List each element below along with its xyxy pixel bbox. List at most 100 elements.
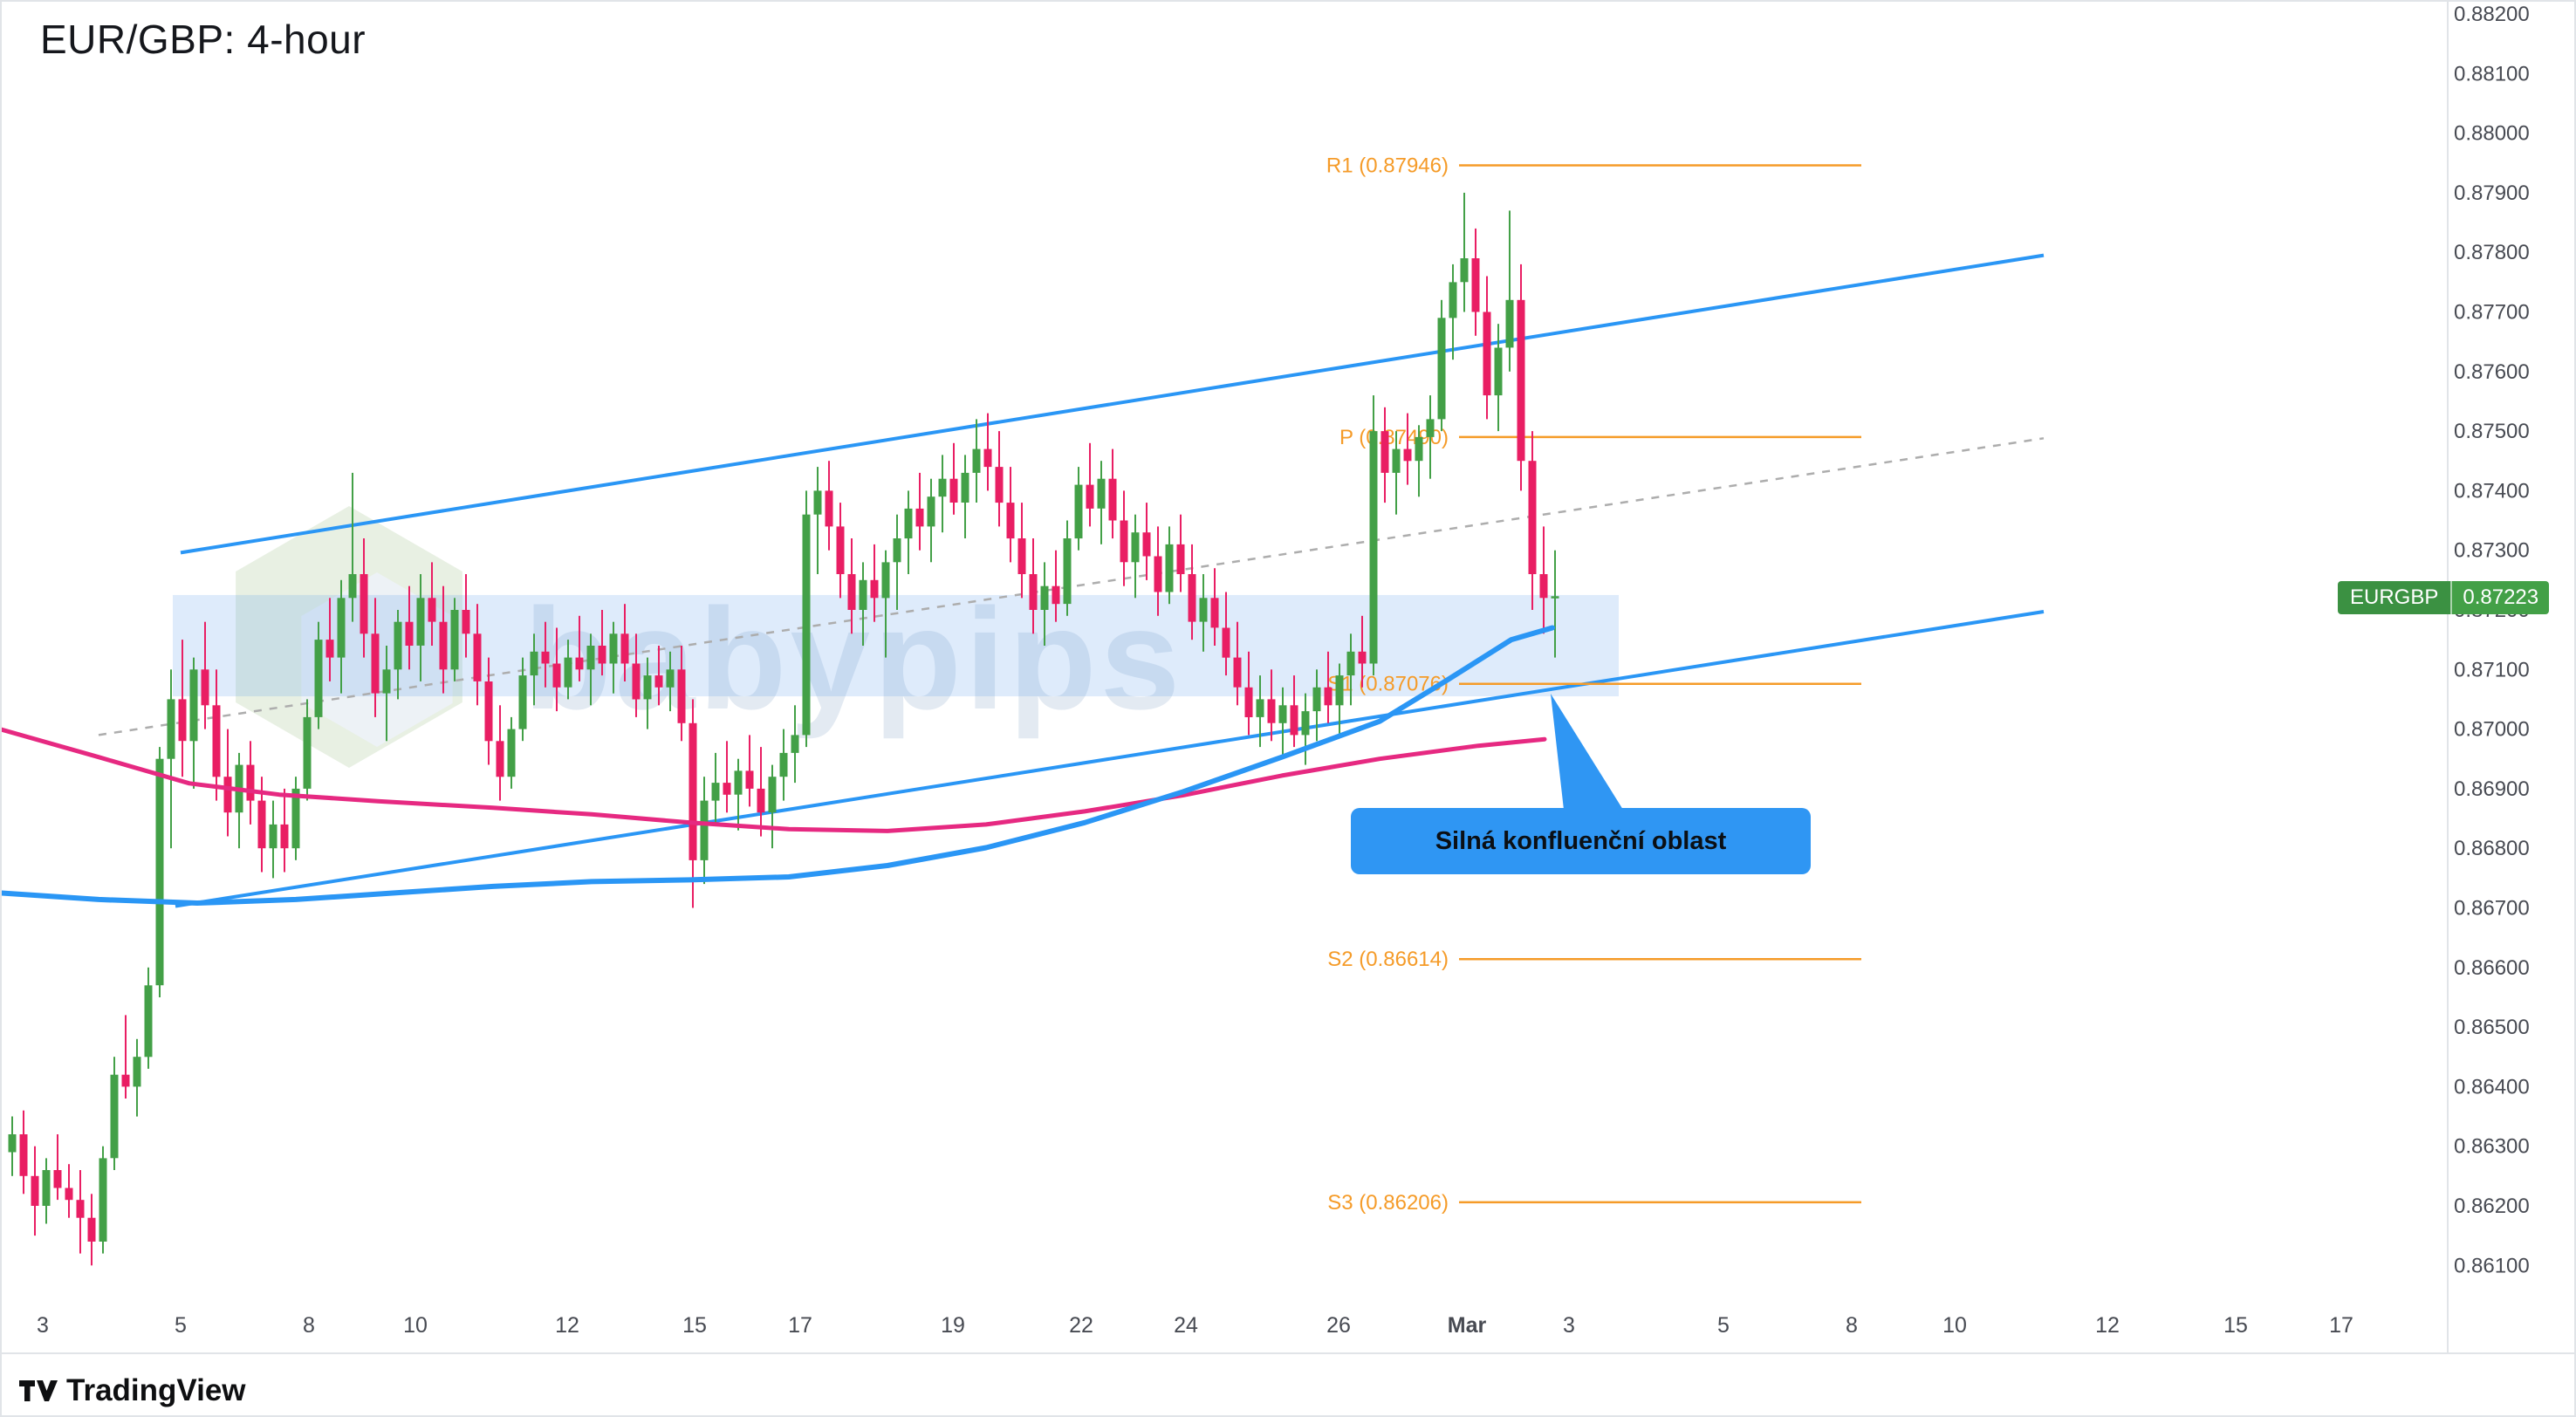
price-axis-label: 0.86400 bbox=[2454, 1075, 2530, 1099]
price-axis-label: 0.86500 bbox=[2454, 1016, 2530, 1039]
candle-body bbox=[632, 663, 641, 700]
price-axis-label: 0.86800 bbox=[2454, 837, 2530, 860]
price-axis-label: 0.87000 bbox=[2454, 718, 2530, 742]
candle-body bbox=[405, 621, 414, 646]
candle-body bbox=[881, 562, 890, 599]
pivot-label-S2: S2 (0.86614) bbox=[1327, 948, 1449, 971]
candle-body bbox=[1165, 544, 1174, 592]
channel-lower-trendline bbox=[175, 610, 2045, 908]
time-axis-label: 10 bbox=[403, 1313, 428, 1338]
candle-body bbox=[371, 633, 380, 694]
pivot-label-S3: S3 (0.86206) bbox=[1327, 1191, 1449, 1215]
confluence-callout-text: Silná konfluenční oblast bbox=[1435, 826, 1727, 855]
candle-body bbox=[53, 1170, 62, 1188]
candle-body bbox=[723, 783, 731, 795]
candle-body bbox=[1142, 532, 1151, 557]
candle-body bbox=[1437, 318, 1446, 420]
candle-wick bbox=[170, 669, 172, 849]
tradingview-wordmark: TradingView bbox=[66, 1373, 246, 1407]
price-axis-label: 0.86900 bbox=[2454, 777, 2530, 801]
candle-body bbox=[598, 646, 606, 664]
candle-body bbox=[983, 448, 992, 468]
candle-body bbox=[689, 722, 697, 860]
price-axis-label: 0.87700 bbox=[2454, 301, 2530, 325]
candle-body bbox=[473, 633, 482, 681]
candle-body bbox=[1017, 538, 1026, 574]
candle-body bbox=[552, 663, 561, 688]
candle-body bbox=[1086, 484, 1094, 509]
time-axis-label: 15 bbox=[2223, 1313, 2248, 1338]
candle-body bbox=[65, 1188, 73, 1201]
time-axis-label: Mar bbox=[1448, 1313, 1487, 1338]
price-axis-label: 0.87100 bbox=[2454, 658, 2530, 681]
candle-wick bbox=[352, 472, 353, 622]
price-axis-label: 0.87300 bbox=[2454, 539, 2530, 563]
candle-body bbox=[8, 1134, 17, 1153]
candle-body bbox=[1199, 598, 1208, 622]
candle-body bbox=[643, 675, 652, 700]
candle-body bbox=[1222, 627, 1230, 658]
candle-body bbox=[1176, 544, 1185, 574]
candle-body bbox=[144, 985, 153, 1058]
candle-body bbox=[1494, 347, 1503, 396]
price-axis-label: 0.88000 bbox=[2454, 122, 2530, 146]
candle-body bbox=[1415, 436, 1423, 462]
candle-body bbox=[1335, 675, 1344, 706]
tradingview-logo[interactable]: TradingView bbox=[19, 1373, 246, 1408]
candle-body bbox=[677, 669, 686, 723]
candle-body bbox=[291, 788, 300, 849]
candle-body bbox=[269, 824, 277, 849]
candle-body bbox=[620, 633, 629, 664]
time-axis-label: 26 bbox=[1326, 1313, 1351, 1338]
candle-body bbox=[1244, 687, 1253, 717]
candle-body bbox=[1267, 699, 1276, 723]
candle-body bbox=[1403, 448, 1412, 462]
candle-body bbox=[1074, 484, 1083, 539]
candle-wick bbox=[896, 514, 898, 610]
candle-body bbox=[1233, 657, 1242, 688]
tradingview-logo-icon bbox=[19, 1378, 58, 1404]
confluence-callout[interactable]: Silná konfluenční oblast bbox=[1351, 808, 1811, 874]
candle-body bbox=[768, 777, 777, 813]
candle-body bbox=[1006, 503, 1015, 539]
candle-body bbox=[507, 729, 516, 777]
candle-body bbox=[1301, 711, 1310, 736]
candle-wick bbox=[1429, 395, 1431, 479]
time-axis-label: 15 bbox=[682, 1313, 707, 1338]
channel-mid-trendline bbox=[98, 437, 2045, 736]
candle-body bbox=[1528, 461, 1537, 574]
candle-body bbox=[1210, 598, 1219, 628]
candle-body bbox=[530, 651, 538, 676]
candle-body bbox=[904, 508, 913, 539]
candle-body bbox=[915, 508, 924, 527]
candle-wick bbox=[1395, 431, 1397, 515]
candle-body bbox=[870, 579, 879, 599]
candle-body bbox=[1392, 448, 1401, 473]
candle-body bbox=[314, 640, 323, 717]
candle-body bbox=[1040, 585, 1049, 610]
candle-body bbox=[1380, 431, 1389, 473]
candle-body bbox=[757, 788, 765, 813]
candle-body bbox=[348, 574, 357, 599]
candle-body bbox=[1517, 299, 1525, 462]
price-axis-label: 0.88100 bbox=[2454, 62, 2530, 86]
price-axis-label: 0.88200 bbox=[2454, 3, 2530, 26]
candle-body bbox=[76, 1200, 85, 1218]
candle-body bbox=[155, 758, 164, 986]
candle-body bbox=[1346, 651, 1355, 676]
time-axis-label: 8 bbox=[303, 1313, 315, 1338]
candle-body bbox=[995, 467, 1004, 503]
candle-body bbox=[575, 657, 584, 670]
candle-body bbox=[223, 777, 232, 813]
candle-body bbox=[246, 764, 255, 801]
candle-body bbox=[19, 1134, 28, 1176]
channel-upper-trendline bbox=[180, 253, 2045, 555]
candle-body bbox=[1290, 705, 1298, 736]
candle-body bbox=[541, 651, 550, 664]
current-price-tag: EURGBP 0.87223 bbox=[2338, 581, 2550, 614]
candle-body bbox=[859, 579, 867, 610]
price-axis-label: 0.87500 bbox=[2454, 420, 2530, 443]
time-axis-label: 3 bbox=[37, 1313, 49, 1338]
candle-body bbox=[325, 640, 334, 658]
